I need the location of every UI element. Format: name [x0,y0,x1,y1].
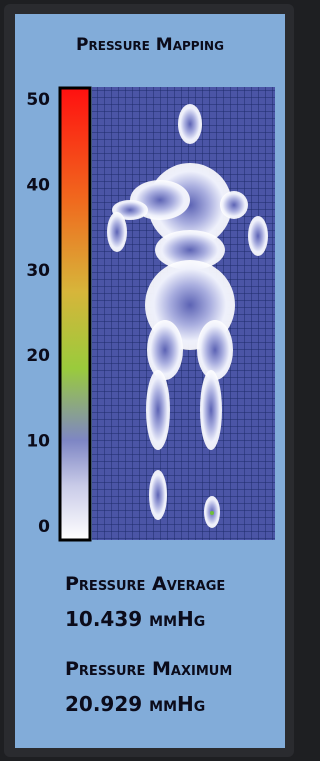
scale-tick-label: 0 [38,517,50,537]
scale-tick-label: 20 [26,346,50,366]
page: Pressure Mapping {"panel": {"title": "Pr… [0,0,320,761]
scale-tick-label: 30 [26,261,50,281]
hot-spot [210,511,214,515]
stat-value: 10.439 mmHg [65,607,205,631]
scale-tick-label: 40 [26,175,50,195]
panel-title: Pressure Mapping [76,35,224,55]
pressure-map [92,87,275,540]
stat-value: 20.929 mmHg [65,692,205,716]
scale-tick-label: 10 [26,432,50,452]
stat-label: Pressure Maximum [65,658,232,680]
scale-tick-label: 50 [26,90,50,110]
screen: Pressure Mapping 0 10 20 30 40 50 Pressure Av… [0,0,298,761]
color-scale [60,88,90,540]
body: Pressure Mapping 0 10 20 30 40 50 Pressure Av… [0,0,298,761]
stat-label: Pressure Average [65,573,225,595]
